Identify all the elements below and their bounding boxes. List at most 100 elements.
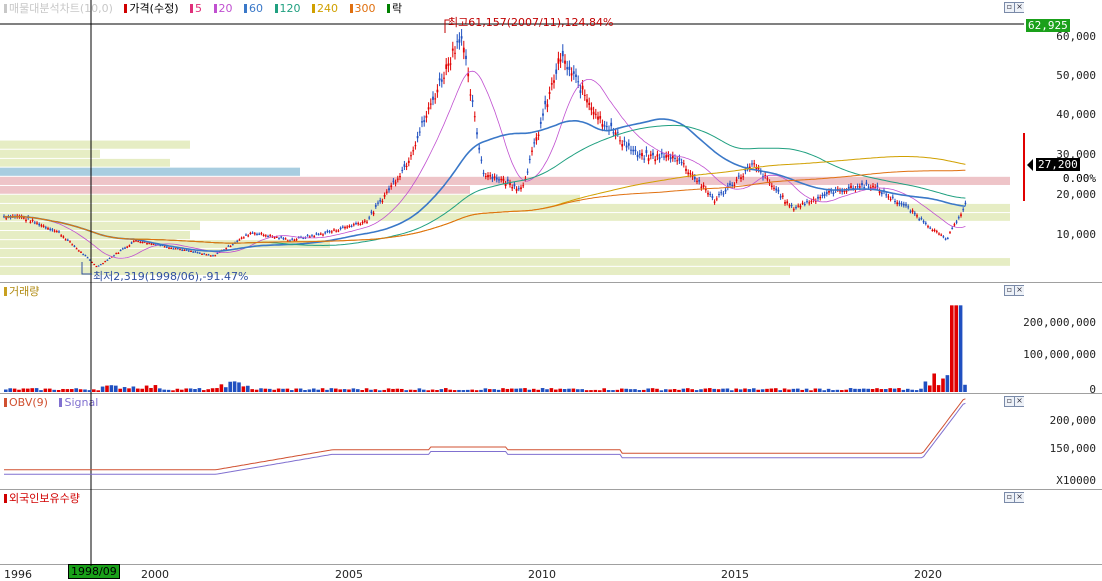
candle-body bbox=[170, 247, 173, 249]
candle-body bbox=[80, 251, 82, 253]
candle-body bbox=[502, 178, 505, 181]
volume-bar bbox=[479, 389, 483, 392]
candle-body bbox=[896, 202, 899, 205]
candle-body bbox=[126, 246, 129, 248]
candle-body bbox=[383, 194, 386, 197]
candle-body bbox=[212, 255, 214, 257]
candle-body bbox=[757, 168, 760, 170]
candle-body bbox=[379, 200, 382, 202]
volume-bar bbox=[180, 389, 184, 392]
candle-body bbox=[333, 229, 335, 231]
volume-bar bbox=[320, 388, 325, 392]
candle-body bbox=[614, 132, 617, 136]
volume-bar bbox=[162, 389, 166, 392]
candle-body bbox=[38, 223, 41, 226]
crosshair-date-label: 1998/09 bbox=[68, 564, 120, 579]
candle-body bbox=[165, 246, 168, 248]
volume-bar bbox=[268, 388, 272, 392]
volume-bar bbox=[48, 388, 52, 392]
candle-body bbox=[623, 140, 626, 142]
candle-body bbox=[159, 244, 162, 246]
candle-body bbox=[86, 257, 89, 259]
candle-body bbox=[275, 236, 278, 238]
volume-bar bbox=[356, 389, 360, 392]
volume-profile-band bbox=[0, 266, 790, 275]
volume-bar bbox=[501, 388, 505, 392]
candle-body bbox=[799, 205, 802, 208]
candle-body bbox=[286, 240, 289, 242]
candle-body bbox=[636, 154, 639, 158]
candle-body bbox=[436, 89, 439, 93]
candle-body bbox=[377, 202, 379, 204]
volume-bar bbox=[87, 390, 92, 392]
candle-body bbox=[88, 259, 91, 261]
candle-body bbox=[795, 207, 797, 209]
volume-bar bbox=[637, 390, 642, 392]
candle-body bbox=[238, 239, 241, 241]
candle-body bbox=[964, 202, 967, 204]
volume-bar bbox=[435, 389, 439, 392]
candle-body bbox=[36, 222, 38, 224]
candle-body bbox=[225, 248, 228, 250]
candle-body bbox=[715, 198, 718, 200]
candle-body bbox=[564, 60, 566, 64]
candle-body bbox=[368, 217, 371, 219]
volume-bar bbox=[153, 385, 158, 392]
candle-body bbox=[394, 182, 397, 184]
candle-body bbox=[660, 152, 663, 155]
x-tick: 1996 bbox=[4, 568, 32, 581]
candle-body bbox=[850, 185, 852, 188]
y-tick: 30,000 bbox=[1056, 148, 1096, 161]
candle-body bbox=[808, 202, 811, 204]
volume-bar bbox=[70, 389, 74, 392]
candle-body bbox=[858, 186, 861, 188]
candle-body bbox=[462, 47, 465, 53]
candle-body bbox=[465, 55, 467, 60]
candle-body bbox=[260, 233, 263, 235]
candle-body bbox=[874, 186, 877, 188]
price-legend: 매물대분석차트(10,0) 가격(수정) 5 20 60 120 240 300… bbox=[4, 2, 410, 16]
candle-body bbox=[909, 211, 912, 213]
candle-body bbox=[181, 249, 184, 251]
candle-body bbox=[797, 205, 800, 207]
volume-bar bbox=[809, 390, 813, 392]
candle-body bbox=[55, 231, 58, 233]
volume-bar bbox=[721, 388, 725, 392]
candle-body bbox=[185, 249, 188, 251]
candle-body bbox=[229, 246, 232, 248]
candle-body bbox=[392, 180, 395, 182]
candle-body bbox=[889, 198, 892, 200]
candle-body bbox=[324, 232, 327, 234]
volume-bar bbox=[184, 388, 188, 392]
volume-bar bbox=[813, 388, 818, 392]
volume-bar bbox=[615, 389, 620, 392]
candle-body bbox=[898, 202, 901, 205]
candle-body bbox=[69, 241, 71, 243]
volume-bar bbox=[954, 305, 958, 392]
y-tick: 50,000 bbox=[1056, 69, 1096, 82]
volume-bar bbox=[452, 390, 457, 392]
volume-bar bbox=[914, 390, 919, 392]
volume-bar bbox=[950, 305, 954, 392]
candle-body bbox=[53, 230, 56, 232]
volume-bar bbox=[840, 390, 844, 392]
candle-body bbox=[559, 59, 562, 62]
candle-body bbox=[302, 237, 305, 239]
volume-bar bbox=[329, 388, 334, 392]
low-leader bbox=[81, 262, 92, 275]
candle-body bbox=[401, 169, 404, 171]
volume-profile-band bbox=[0, 203, 1010, 213]
candle-body bbox=[445, 64, 448, 69]
candle-body bbox=[396, 178, 399, 180]
candle-body bbox=[669, 157, 672, 160]
candle-body bbox=[744, 169, 747, 172]
low-annotation: 최저2,319(1998/06),-91.47% bbox=[93, 270, 249, 283]
volume-bar bbox=[901, 389, 906, 392]
volume-bar bbox=[703, 388, 708, 392]
candle-body bbox=[592, 111, 595, 115]
candle-body bbox=[830, 190, 833, 192]
candle-body bbox=[891, 196, 894, 198]
candle-body bbox=[913, 212, 916, 215]
candle-body bbox=[902, 203, 905, 206]
